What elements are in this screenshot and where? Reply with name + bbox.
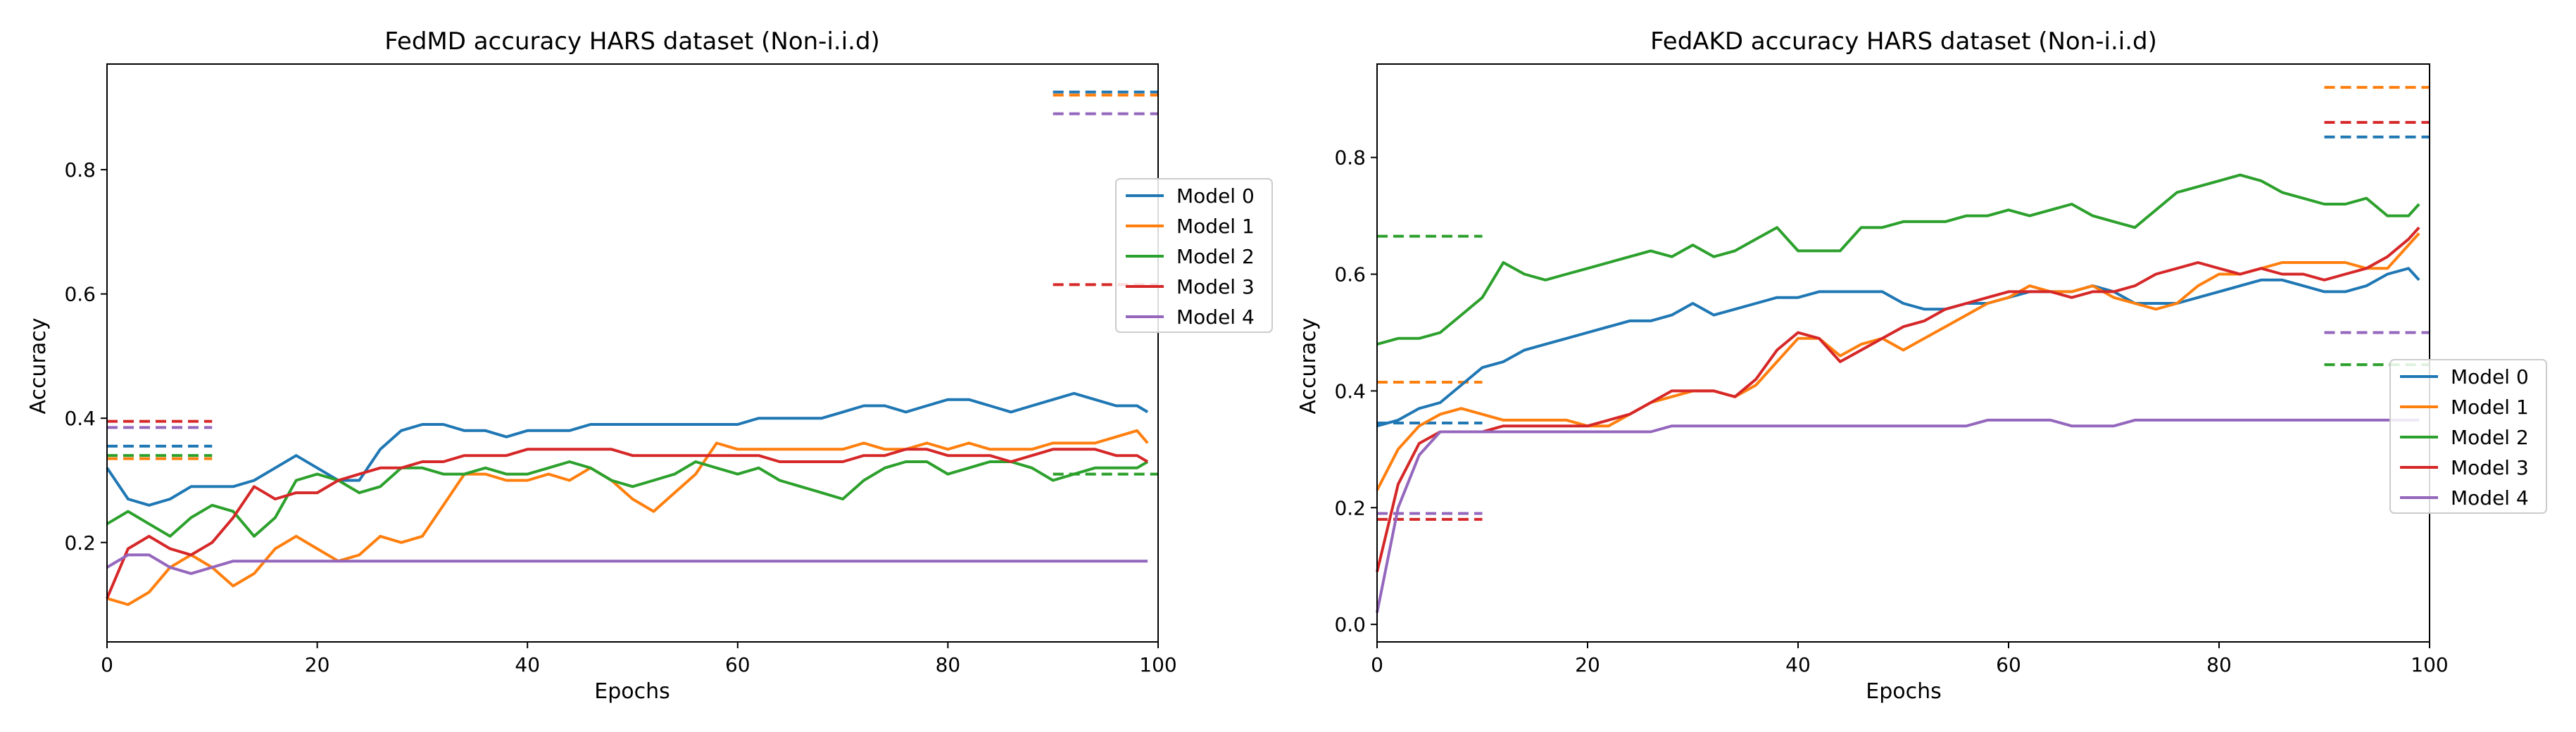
x-tick-label: 80	[2206, 653, 2232, 676]
tick-layer: 0 20 40 60 80 100 0.0 0.2 0.4 0.6 0.8	[1334, 146, 2448, 676]
legend-label: Model 2	[2451, 426, 2529, 449]
y-axis-label: Accuracy	[1296, 318, 1321, 415]
series-layer	[106, 391, 1149, 606]
legend-box	[2389, 359, 2547, 514]
y-tick-label: 0.8	[64, 158, 96, 182]
y-tick-label: 0.4	[1334, 379, 1366, 403]
legend-label: Model 0	[1176, 184, 1255, 208]
y-axis-label: Accuracy	[26, 318, 51, 415]
y-tick-label: 0.6	[1334, 263, 1366, 286]
y-tick-label: 0.6	[64, 283, 96, 306]
legend-label: Model 2	[1176, 245, 1255, 268]
x-tick-label: 60	[725, 653, 750, 676]
y-tick-label: 0.2	[64, 531, 96, 555]
x-tick-label: 20	[1575, 653, 1600, 676]
y-tick-label: 0.4	[64, 407, 96, 430]
x-tick-label: 40	[515, 653, 540, 676]
legend-label: Model 1	[2451, 396, 2529, 419]
x-tick-label: 80	[936, 653, 961, 676]
legend: Model 0 Model 1 Model 2 Model 3 Model 4	[1115, 178, 1273, 333]
y-tick-label: 0.8	[1334, 146, 1366, 170]
series-line	[106, 429, 1149, 606]
tick-layer: 0 20 40 60 80 100 0.2 0.4 0.6 0.8	[64, 158, 1176, 676]
legend-label: Model 3	[1176, 275, 1255, 298]
x-tick-label: 100	[1139, 653, 1176, 676]
series-line	[1376, 232, 2420, 491]
plot-frame	[106, 63, 1159, 643]
series-line	[1376, 226, 2420, 572]
series-line	[106, 448, 1149, 599]
legend: Model 0 Model 1 Model 2 Model 3 Model 4	[2389, 359, 2547, 514]
series-line	[106, 553, 1148, 575]
x-axis-label: Epochs	[1866, 679, 1942, 704]
series-line	[1376, 418, 2420, 613]
x-tick-label: 40	[1785, 653, 1811, 676]
x-tick-label: 20	[305, 653, 330, 676]
legend-label: Model 3	[2451, 456, 2529, 479]
y-tick-label: 0.2	[1334, 496, 1366, 519]
legend-label: Model 1	[1176, 215, 1255, 238]
legend-box	[1115, 178, 1273, 333]
baseline-layer	[1377, 86, 2430, 521]
x-tick-label: 100	[2411, 653, 2448, 676]
chart-fedakd: FedAKD accuracy HARS dataset (Non-i.i.d)…	[1296, 27, 2547, 704]
series-line	[106, 391, 1149, 507]
series-line	[1376, 173, 2420, 346]
chart-title: FedMD accuracy HARS dataset (Non-i.i.d)	[384, 27, 880, 56]
baseline-layer	[107, 90, 1158, 476]
legend-label: Model 4	[2451, 486, 2529, 510]
series-line	[1376, 267, 2420, 428]
x-tick-label: 0	[101, 653, 113, 676]
legend-label: Model 0	[2451, 365, 2529, 389]
y-tick-label: 0.0	[1334, 613, 1366, 636]
series-line	[106, 460, 1149, 538]
x-tick-label: 0	[1371, 653, 1383, 676]
plot-frame	[1376, 63, 2430, 643]
chart-title: FedAKD accuracy HARS dataset (Non-i.i.d)	[1650, 27, 2157, 56]
series-layer	[1376, 173, 2420, 613]
x-tick-label: 60	[1996, 653, 2021, 676]
legend-label: Model 4	[1176, 305, 1255, 329]
x-axis-label: Epochs	[594, 679, 670, 704]
chart-fedmd: FedMD accuracy HARS dataset (Non-i.i.d) …	[26, 27, 1273, 704]
